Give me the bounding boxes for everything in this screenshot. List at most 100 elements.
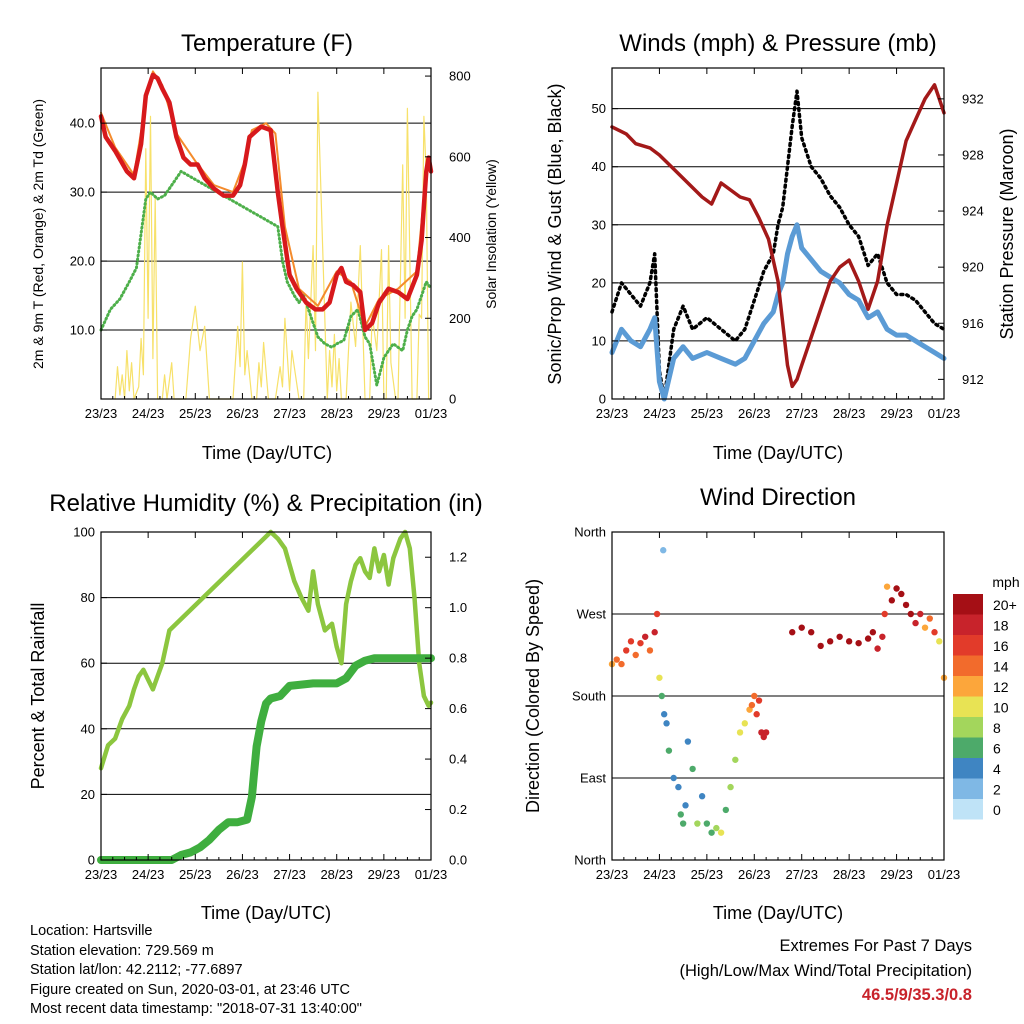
direction-point [879,633,886,640]
direction-panel: 23/23 24/23 25/23 26/23 27/23 28/23 29/23 01/23… [572,525,960,883]
temperature-ytick-label: 40.0 [70,116,95,131]
legend-swatch [953,676,983,697]
winds-ytick-label: 40 [592,159,606,174]
direction-point [789,629,796,636]
direction-point [748,701,756,709]
humidity-ytick-right-label: 1.0 [449,600,467,615]
direction-point [689,765,696,773]
winds-title: Winds (mph) & Pressure (mb) [619,30,936,57]
humidity-xtick-label: 25/23 [179,867,212,882]
direction-title: Wind Direction [700,484,856,511]
direction-xtick-label: 25/23 [691,867,724,882]
direction-point [623,647,630,654]
temperature-series-group [98,70,434,400]
direction-point [936,638,943,645]
direction-point [893,585,900,592]
direction-point [902,601,910,609]
direction-point [845,638,853,645]
humidity-frame [100,531,432,861]
winds-xlabel: Time (Day/UTC) [713,443,843,463]
direction-point [881,610,888,618]
direction-xlabel: Time (Day/UTC) [713,903,843,923]
extremes-value: 46.5/9/35.3/0.8 [861,986,972,1004]
series-2m-t [98,72,434,333]
direction-xtick-label: 28/23 [833,867,866,882]
direction-point [646,647,654,654]
direction-point [898,590,905,598]
series-gust [610,89,946,401]
winds-ytick-label: 0 [599,392,606,407]
temperature-ylabel-right: Solar Insolation (Yellow) [483,159,499,309]
temperature-xtick-label: 27/23 [273,406,306,421]
direction-ylabel-left: Direction (Colored By Speed) [523,579,543,813]
winds-xtick-label: 25/23 [691,406,724,421]
direction-xtick-label: 01/23 [928,867,961,882]
direction-ytick-label: East [580,771,606,786]
humidity-ytick-right-label: 0.6 [449,701,467,716]
direction-xtick-label: 26/23 [738,867,771,882]
direction-point [931,629,938,636]
direction-point [694,820,701,827]
humidity-ytick-right-label: 0.2 [449,802,467,817]
humidity-title: Relative Humidity (%) & Precipitation (i… [49,490,482,517]
created-text: Figure created on Sun, 2020-03-01, at 23… [30,981,350,998]
humidity-xtick-label: 01/23 [415,867,448,882]
legend-swatch [953,614,983,635]
temperature-ytick-right-label: 600 [449,149,471,164]
winds-xtick-label: 27/23 [785,406,818,421]
temperature-xtick-label: 26/23 [226,406,259,421]
temperature-title: Temperature (F) [181,30,353,57]
direction-point [653,610,661,618]
direction-point [921,624,929,631]
humidity-ytick-label: 20 [81,787,95,802]
temperature-xtick-label: 01/23 [415,406,448,421]
temperature-ytick-right-label: 200 [449,311,471,326]
elevation-text: Station elevation: 729.569 m [30,942,214,959]
legend-swatch [953,799,983,820]
humidity-xtick-label: 29/23 [368,867,401,882]
direction-ytick-label: South [572,689,606,704]
winds-ytick-label: 50 [592,101,606,116]
legend-swatch [953,778,983,799]
temperature-xtick-label: 24/23 [132,406,165,421]
legend-swatch [953,737,983,758]
winds-xtick-label: 23/23 [596,406,629,421]
direction-point [613,656,620,663]
humidity-ytick-label: 40 [81,721,95,736]
series-station-pressure [610,83,946,389]
winds-ylabel-right: Station Pressure (Maroon) [997,128,1017,339]
legend-label: 12 [993,679,1009,695]
direction-point [632,651,639,659]
winds-ytick-label: 10 [592,333,606,348]
humidity-ytick-right-label: 0.4 [449,752,467,767]
series-solar-insolation [114,91,432,400]
temperature-xtick-label: 25/23 [179,406,212,421]
direction-ytick-label: North [574,525,606,540]
direction-point [713,824,720,832]
winds-ytick-right-label: 932 [962,91,984,106]
legend-label: 6 [993,741,1001,757]
temperature-xtick-label: 28/23 [320,406,353,421]
legend-swatch [953,758,983,779]
winds-series-group [609,83,947,402]
direction-point [677,811,684,818]
direction-xtick-label: 23/23 [596,867,629,882]
direction-point [663,720,670,727]
legend-label: 20+ [993,597,1017,613]
direction-point [717,829,725,836]
direction-point [627,638,635,645]
temperature-xtick-label: 29/23 [368,406,401,421]
temperature-ytick-right-label: 0 [449,392,456,407]
direction-point [660,547,667,554]
station-info: Location: Hartsville Station elevation: … [30,922,362,1020]
temperature-ytick-label: 30.0 [70,185,95,200]
temperature-xtick-label: 23/23 [85,406,118,421]
temperature-panel: 23/23 24/23 25/23 26/23 27/23 28/23 29/23 01/23… [70,67,471,421]
winds-ytick-right-label: 924 [962,204,984,219]
legend-title: mph [992,574,1019,590]
humidity-series-group [97,529,435,864]
series-wind [609,222,947,402]
series-2m-td [99,169,433,387]
humidity-ytick-label: 80 [81,590,95,605]
